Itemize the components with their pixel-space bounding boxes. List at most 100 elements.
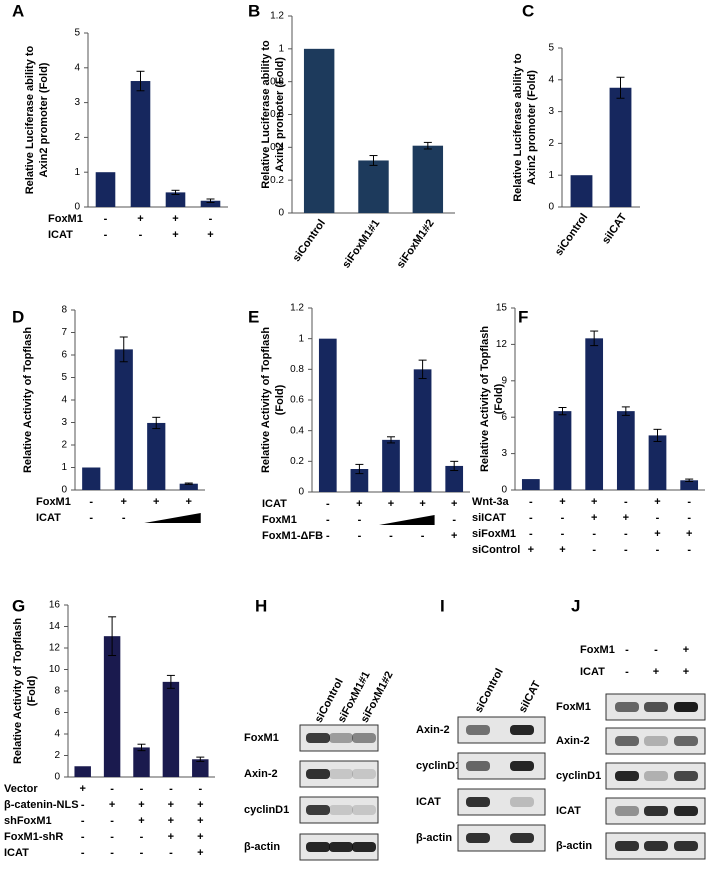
y-tick-label: 0.8: [270, 76, 284, 87]
condition-label: FoxM1: [36, 496, 71, 508]
condition-label: ICAT: [580, 666, 605, 678]
y-tick-label: 2: [74, 132, 80, 143]
condition-mark: +: [528, 544, 534, 556]
condition-mark: -: [139, 229, 143, 241]
band: [615, 841, 639, 851]
y-tick-label: 2: [548, 138, 554, 149]
band: [674, 806, 698, 816]
y-axis-label: Relative Luciferase ability to: [512, 53, 524, 202]
row-label: cyclinD1: [556, 770, 601, 782]
y-tick-label: 0.4: [290, 425, 304, 436]
row-label: cyclinD1: [244, 804, 289, 816]
band: [510, 725, 534, 735]
condition-mark: -: [624, 496, 628, 508]
panel-label: C: [522, 1, 534, 20]
x-tick-label: siFoxM1#1: [340, 218, 382, 271]
y-tick-label: 0.6: [290, 395, 304, 406]
band: [466, 761, 490, 771]
y-axis-label: Relative Activity of Topflash: [260, 327, 272, 473]
condition-mark: +: [591, 496, 597, 508]
y-tick-label: 3: [74, 97, 80, 108]
band: [306, 842, 330, 852]
row-label: FoxM1: [556, 701, 591, 713]
row-label: Axin-2: [244, 768, 278, 780]
condition-label: ICAT: [262, 498, 287, 510]
y-tick-label: 0.2: [290, 456, 304, 467]
row-label: ICAT: [416, 796, 441, 808]
condition-mark: +: [121, 496, 127, 508]
y-tick-label: 5: [74, 28, 80, 39]
bar: [303, 48, 335, 214]
y-axis-label: Relative Luciferase ability to: [260, 40, 272, 189]
condition-mark: +: [186, 496, 192, 508]
condition-mark: +: [109, 799, 115, 811]
condition-label: FoxM1: [580, 644, 615, 656]
y-tick-label: 0.4: [270, 142, 284, 153]
y-tick-label: 0: [54, 772, 60, 783]
bar: [133, 747, 150, 777]
condition-mark: -: [592, 544, 596, 556]
condition-mark: -: [110, 783, 114, 795]
y-tick-label: 0.2: [270, 175, 284, 186]
band: [306, 769, 330, 779]
condition-mark: +: [419, 498, 425, 510]
condition-mark: -: [81, 799, 85, 811]
condition-mark: +: [197, 815, 203, 827]
panel-label: A: [12, 1, 24, 20]
condition-mark: +: [138, 815, 144, 827]
condition-mark: +: [686, 528, 692, 540]
y-tick-label: 9: [501, 375, 507, 386]
panel-label: G: [12, 596, 25, 615]
y-tick-label: 1: [548, 170, 554, 181]
condition-mark: +: [654, 496, 660, 508]
condition-mark: +: [683, 666, 689, 678]
bar: [147, 422, 166, 490]
band: [466, 833, 490, 843]
condition-mark: -: [421, 530, 425, 542]
bar: [179, 483, 198, 490]
condition-label: FoxM1-shR: [4, 831, 63, 843]
bar: [648, 435, 667, 490]
bar: [413, 369, 432, 492]
bar: [165, 192, 186, 207]
band: [329, 842, 353, 852]
condition-mark: +: [207, 229, 213, 241]
ramp: [379, 515, 435, 525]
bar: [192, 759, 209, 777]
bar: [609, 87, 632, 207]
condition-mark: -: [624, 528, 628, 540]
condition-mark: +: [172, 229, 178, 241]
row-label: FoxM1: [244, 732, 279, 744]
condition-mark: -: [687, 512, 691, 524]
panel-label: J: [571, 596, 580, 615]
band: [352, 769, 376, 779]
condition-mark: -: [529, 528, 533, 540]
y-tick-label: 8: [61, 305, 67, 316]
x-tick-label: siControl: [553, 212, 591, 258]
band: [510, 797, 534, 807]
ramp: [144, 513, 201, 523]
condition-mark: -: [656, 512, 660, 524]
y-tick-label: 1: [61, 462, 67, 473]
x-tick-label: siICAT: [600, 211, 630, 246]
panel-label: E: [248, 307, 259, 326]
bar: [82, 467, 101, 490]
condition-mark: +: [559, 544, 565, 556]
row-label: β-actin: [556, 840, 592, 852]
band: [352, 842, 376, 852]
condition-mark: +: [683, 644, 689, 656]
condition-mark: -: [654, 644, 658, 656]
condition-mark: -: [625, 644, 629, 656]
condition-mark: -: [110, 815, 114, 827]
condition-mark: -: [81, 815, 85, 827]
panel-label: B: [248, 1, 260, 20]
y-tick-label: 3: [548, 106, 554, 117]
band: [329, 805, 353, 815]
y-tick-label: 8: [54, 686, 60, 697]
panel-label: F: [518, 307, 528, 326]
bar: [200, 200, 221, 207]
y-axis-label: Axin2 promoter (Fold): [274, 57, 286, 172]
condition-mark: +: [356, 498, 362, 510]
condition-mark: -: [198, 783, 202, 795]
